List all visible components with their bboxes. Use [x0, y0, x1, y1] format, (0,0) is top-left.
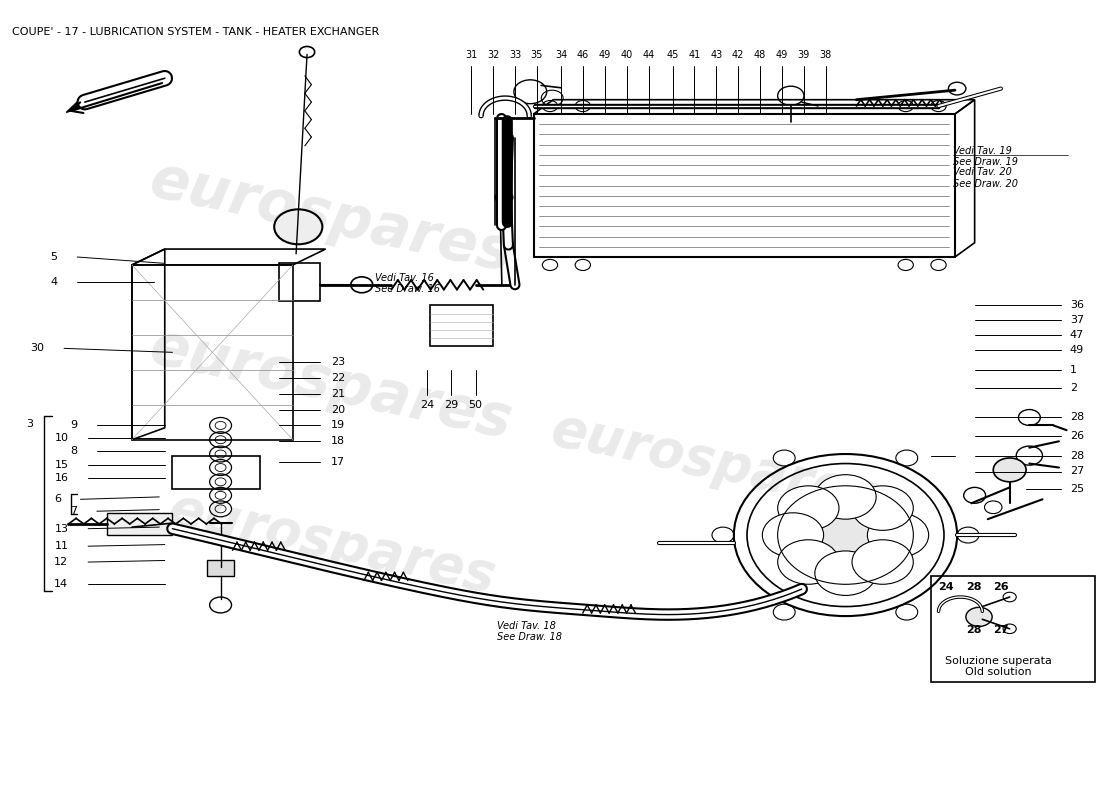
Text: Vedi Tav. 20
See Draw. 20: Vedi Tav. 20 See Draw. 20: [953, 167, 1018, 189]
Text: 13: 13: [54, 524, 68, 534]
Text: 26: 26: [1070, 430, 1084, 441]
Text: 48: 48: [754, 50, 767, 60]
Text: 44: 44: [642, 50, 654, 60]
Text: 49: 49: [598, 50, 611, 60]
Text: 22: 22: [331, 373, 345, 382]
Text: 5: 5: [51, 252, 57, 262]
Text: 23: 23: [331, 357, 345, 367]
Text: 2: 2: [1070, 383, 1077, 393]
Text: 33: 33: [509, 50, 521, 60]
Circle shape: [993, 458, 1026, 482]
Text: 11: 11: [54, 541, 68, 551]
Text: eurospares: eurospares: [163, 483, 499, 603]
Circle shape: [868, 513, 928, 558]
Circle shape: [813, 511, 878, 559]
Text: 14: 14: [54, 579, 68, 590]
Bar: [132, 265, 293, 440]
Circle shape: [778, 486, 839, 530]
Circle shape: [852, 540, 913, 584]
Text: 39: 39: [798, 50, 810, 60]
Text: 12: 12: [54, 557, 68, 567]
Text: 6: 6: [54, 494, 60, 504]
Text: 19: 19: [331, 421, 345, 430]
Text: 36: 36: [1070, 300, 1084, 310]
Circle shape: [852, 486, 913, 530]
Text: 26: 26: [993, 582, 1009, 592]
Text: eurospares: eurospares: [145, 318, 517, 450]
Text: 49: 49: [776, 50, 788, 60]
Polygon shape: [66, 96, 90, 113]
Text: 40: 40: [620, 50, 632, 60]
Bar: [208, 561, 233, 576]
Text: 28: 28: [966, 582, 981, 592]
Text: 45: 45: [667, 50, 679, 60]
Text: 20: 20: [331, 405, 345, 414]
Circle shape: [815, 474, 876, 519]
Text: 38: 38: [820, 50, 832, 60]
Text: 42: 42: [733, 50, 745, 60]
Text: 47: 47: [1070, 330, 1085, 340]
Bar: [430, 305, 493, 346]
Text: 25: 25: [1070, 484, 1084, 494]
Text: 24: 24: [420, 400, 434, 410]
Circle shape: [966, 607, 992, 626]
Text: 10: 10: [54, 433, 68, 443]
Circle shape: [762, 513, 824, 558]
Text: 15: 15: [54, 460, 68, 470]
Circle shape: [815, 551, 876, 595]
Text: 27: 27: [1070, 466, 1085, 477]
Text: eurospares: eurospares: [546, 403, 882, 524]
Text: eurospares: eurospares: [145, 151, 517, 283]
Text: Vedi Tav. 16
See Draw. 16: Vedi Tav. 16 See Draw. 16: [375, 273, 440, 294]
Bar: [173, 456, 260, 489]
Text: COUPE' - 17 - LUBRICATION SYSTEM - TANK - HEATER EXCHANGER: COUPE' - 17 - LUBRICATION SYSTEM - TANK …: [11, 26, 378, 37]
Text: 16: 16: [54, 473, 68, 483]
Text: Vedi Tav. 18
See Draw. 18: Vedi Tav. 18 See Draw. 18: [497, 621, 562, 642]
Text: 29: 29: [444, 400, 459, 410]
Bar: [931, 576, 1094, 682]
Text: 35: 35: [530, 50, 543, 60]
Text: 9: 9: [70, 421, 77, 430]
Text: 41: 41: [689, 50, 701, 60]
Text: 21: 21: [331, 389, 345, 398]
Text: Vedi Tav. 19
See Draw. 19: Vedi Tav. 19 See Draw. 19: [953, 146, 1018, 167]
Text: 30: 30: [31, 343, 44, 354]
Text: 34: 34: [554, 50, 568, 60]
Text: 50: 50: [469, 400, 483, 410]
Text: 37: 37: [1070, 314, 1084, 325]
Text: 28: 28: [1070, 450, 1085, 461]
Text: 8: 8: [70, 446, 77, 456]
Bar: [107, 513, 173, 535]
Text: 24: 24: [938, 582, 954, 592]
Text: 27: 27: [993, 626, 1009, 635]
Text: 32: 32: [487, 50, 499, 60]
Text: 31: 31: [465, 50, 477, 60]
Text: 1: 1: [1070, 365, 1077, 375]
Circle shape: [274, 210, 322, 244]
Text: 7: 7: [70, 506, 77, 516]
Text: 3: 3: [26, 419, 33, 429]
Text: Soluzione superata
Old solution: Soluzione superata Old solution: [945, 656, 1053, 678]
Bar: [278, 262, 320, 301]
Text: 4: 4: [51, 278, 57, 287]
Text: 28: 28: [966, 626, 981, 635]
Text: 17: 17: [331, 457, 345, 467]
Text: 28: 28: [1070, 413, 1085, 422]
Bar: [534, 114, 955, 257]
Circle shape: [778, 540, 839, 584]
Text: 43: 43: [711, 50, 723, 60]
Text: 46: 46: [576, 50, 588, 60]
Text: 49: 49: [1070, 345, 1085, 355]
Text: 18: 18: [331, 436, 345, 446]
